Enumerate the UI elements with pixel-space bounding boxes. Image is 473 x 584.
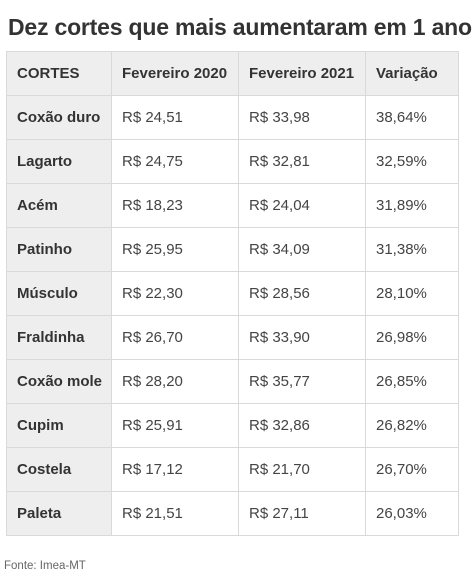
column-header-fevereiro-2021: Fevereiro 2021 <box>238 51 366 96</box>
price-2021-cell: R$ 33,98 <box>238 95 366 140</box>
cut-name-cell: Fraldinha <box>6 315 112 360</box>
cut-name-cell: Coxão duro <box>6 95 112 140</box>
variation-cell: 32,59% <box>365 139 459 184</box>
column-header-cortes: CORTES <box>6 51 112 96</box>
price-table: CORTES Fevereiro 2020 Fevereiro 2021 Var… <box>6 51 459 536</box>
variation-cell: 26,70% <box>365 447 459 492</box>
price-2021-cell: R$ 32,86 <box>238 403 366 448</box>
variation-cell: 38,64% <box>365 95 459 140</box>
price-2020-cell: R$ 24,75 <box>111 139 239 184</box>
cut-name-cell: Coxão mole <box>6 359 112 404</box>
table-row: Coxão duro R$ 24,51 R$ 33,98 38,64% <box>6 95 459 140</box>
chart-title: Dez cortes que mais aumentaram em 1 ano <box>8 14 472 40</box>
price-2020-cell: R$ 24,51 <box>111 95 239 140</box>
table-row: Músculo R$ 22,30 R$ 28,56 28,10% <box>6 271 459 316</box>
cut-name-cell: Paleta <box>6 491 112 536</box>
price-2020-cell: R$ 28,20 <box>111 359 239 404</box>
cut-name-cell: Cupim <box>6 403 112 448</box>
price-2021-cell: R$ 24,04 <box>238 183 366 228</box>
price-2021-cell: R$ 33,90 <box>238 315 366 360</box>
variation-cell: 26,98% <box>365 315 459 360</box>
variation-cell: 31,38% <box>365 227 459 272</box>
price-2021-cell: R$ 35,77 <box>238 359 366 404</box>
price-2020-cell: R$ 18,23 <box>111 183 239 228</box>
variation-cell: 26,85% <box>365 359 459 404</box>
price-2021-cell: R$ 21,70 <box>238 447 366 492</box>
variation-cell: 26,82% <box>365 403 459 448</box>
cut-name-cell: Lagarto <box>6 139 112 184</box>
price-2020-cell: R$ 25,91 <box>111 403 239 448</box>
price-2021-cell: R$ 32,81 <box>238 139 366 184</box>
table-row: Fraldinha R$ 26,70 R$ 33,90 26,98% <box>6 315 459 360</box>
cut-name-cell: Patinho <box>6 227 112 272</box>
table-row: Acém R$ 18,23 R$ 24,04 31,89% <box>6 183 459 228</box>
price-2021-cell: R$ 34,09 <box>238 227 366 272</box>
price-2020-cell: R$ 22,30 <box>111 271 239 316</box>
variation-cell: 28,10% <box>365 271 459 316</box>
table-row: Paleta R$ 21,51 R$ 27,11 26,03% <box>6 491 459 536</box>
price-2020-cell: R$ 21,51 <box>111 491 239 536</box>
price-2021-cell: R$ 27,11 <box>238 491 366 536</box>
column-header-fevereiro-2020: Fevereiro 2020 <box>111 51 239 96</box>
source-note: Fonte: Imea-MT <box>4 560 86 572</box>
table-row: Patinho R$ 25,95 R$ 34,09 31,38% <box>6 227 459 272</box>
cut-name-cell: Músculo <box>6 271 112 316</box>
price-2021-cell: R$ 28,56 <box>238 271 366 316</box>
table-row: Costela R$ 17,12 R$ 21,70 26,70% <box>6 447 459 492</box>
table-body: Coxão duro R$ 24,51 R$ 33,98 38,64% Lagarto R… <box>6 95 459 536</box>
cut-name-cell: Costela <box>6 447 112 492</box>
table-row: Cupim R$ 25,91 R$ 32,86 26,82% <box>6 403 459 448</box>
cut-name-cell: Acém <box>6 183 112 228</box>
table-header-row: CORTES Fevereiro 2020 Fevereiro 2021 Var… <box>6 51 459 96</box>
price-2020-cell: R$ 17,12 <box>111 447 239 492</box>
table-row: Lagarto R$ 24,75 R$ 32,81 32,59% <box>6 139 459 184</box>
table-row: Coxão mole R$ 28,20 R$ 35,77 26,85% <box>6 359 459 404</box>
variation-cell: 26,03% <box>365 491 459 536</box>
price-2020-cell: R$ 25,95 <box>111 227 239 272</box>
variation-cell: 31,89% <box>365 183 459 228</box>
price-2020-cell: R$ 26,70 <box>111 315 239 360</box>
column-header-variacao: Variação <box>365 51 459 96</box>
